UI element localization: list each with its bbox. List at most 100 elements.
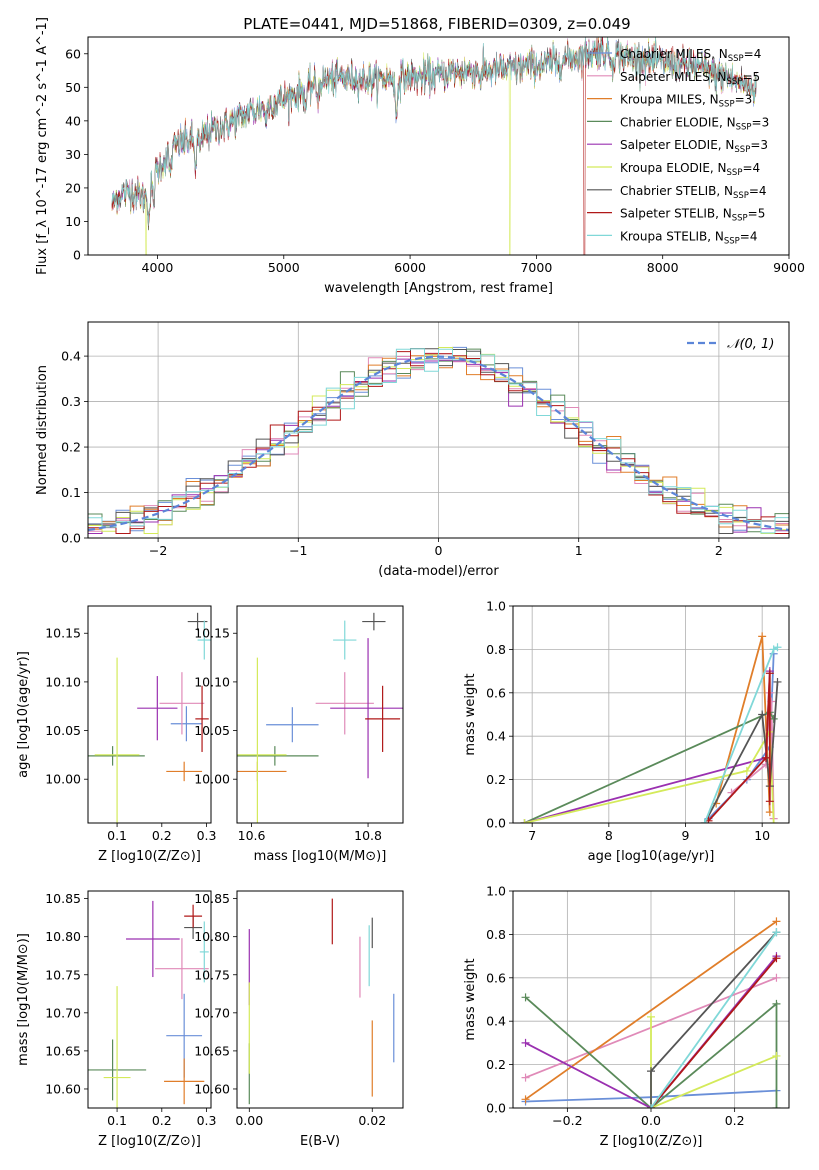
errorbar-kroupa-elodie bbox=[237, 657, 287, 823]
x-axis-label: wavelength [Angstrom, rest frame] bbox=[324, 281, 553, 296]
x-tick-label: 8000 bbox=[647, 260, 679, 275]
y-tick-label: 10.80 bbox=[194, 929, 230, 944]
series-marker bbox=[521, 993, 530, 1002]
y-tick-label: 30 bbox=[65, 147, 81, 162]
y-tick-label: 0.4 bbox=[486, 729, 506, 744]
spectrum-line-chabrier-miles bbox=[111, 37, 757, 231]
y-tick-label: 50 bbox=[65, 80, 81, 95]
y-tick-label: 10.15 bbox=[45, 626, 81, 641]
normal-reference-curve bbox=[88, 355, 789, 532]
errorbar-salpeter-elodie bbox=[330, 638, 403, 779]
series-marker bbox=[773, 643, 782, 652]
series-marker bbox=[769, 714, 778, 723]
legend-entry: Chabrier ELODIE, NSSP=3 bbox=[620, 115, 769, 132]
plot-area bbox=[111, 37, 757, 255]
axes: 0.00 0.02 10.60 10.65 10.70 10.75 10.80 10.85 E(… bbox=[194, 890, 404, 1149]
panel-age-vs-mass-weight: 7 8 9 10 0.0 0.2 0.4 0.6 0.8 1.0 age [log10(age/yr… bbox=[463, 599, 790, 864]
x-axis-label: age [log10(age/yr)] bbox=[588, 849, 715, 864]
y-tick-label: 10 bbox=[65, 214, 81, 229]
y-tick-label: 10.75 bbox=[45, 967, 81, 982]
series-marker bbox=[772, 1104, 781, 1108]
series-marker bbox=[758, 710, 767, 719]
series-kroupa-stelib bbox=[647, 928, 781, 1108]
y-axis-label: Flux [f_λ 10^-17 erg cm^-2 s^-1 A^-1] bbox=[35, 17, 50, 275]
legend-entry: Kroupa STELIB, NSSP=4 bbox=[620, 229, 758, 246]
series-marker bbox=[772, 917, 781, 926]
y-tick-label: 0.2 bbox=[61, 440, 81, 455]
series-marker bbox=[773, 677, 782, 686]
axes-frame bbox=[236, 605, 404, 824]
y-tick-label: 10.60 bbox=[194, 1081, 230, 1096]
plot-area bbox=[88, 346, 789, 534]
spectrum-line-salpeter-miles bbox=[111, 37, 757, 228]
series-marker bbox=[521, 1073, 530, 1082]
axes: −0.2 0.0 0.2 0.0 0.2 0.4 0.6 0.8 1.0 Z [log10(Z/Z… bbox=[463, 884, 790, 1149]
errorbar-kroupa-stelib bbox=[197, 620, 211, 660]
series-marker bbox=[521, 1038, 530, 1047]
y-tick-label: 10.10 bbox=[194, 674, 230, 689]
x-tick-label: 10.8 bbox=[354, 828, 382, 843]
series-line bbox=[524, 671, 771, 823]
series-line bbox=[707, 673, 771, 822]
y-tick-label: 0.3 bbox=[61, 394, 81, 409]
figure-title: PLATE=0441, MJD=51868, FIBERID=0309, z=0… bbox=[243, 15, 630, 33]
series-marker bbox=[647, 1067, 655, 1076]
x-tick-label: 1 bbox=[575, 543, 583, 558]
y-tick-label: 0.6 bbox=[486, 685, 506, 700]
errorbar-salpeter-miles bbox=[155, 938, 209, 1000]
x-tick-label: 0.2 bbox=[152, 1113, 172, 1128]
spectrum-line-kroupa-stelib bbox=[111, 37, 757, 226]
x-axis-label: (data-model)/error bbox=[378, 564, 499, 579]
errorbar-kroupa-miles bbox=[164, 1058, 205, 1105]
x-tick-label: 4000 bbox=[142, 260, 174, 275]
y-tick-label: 1.0 bbox=[486, 599, 506, 614]
series-marker bbox=[520, 819, 529, 823]
legend-entry: Salpeter MILES, NSSP=5 bbox=[620, 70, 760, 87]
series-line bbox=[525, 955, 778, 1108]
y-tick-label: 0.8 bbox=[486, 927, 506, 942]
x-axis-label: Z [log10(Z/Z⊙)] bbox=[98, 849, 201, 864]
y-tick-label: 0.0 bbox=[486, 816, 506, 831]
y-tick-label: 40 bbox=[65, 113, 81, 128]
panel-spectrum: 4000 5000 6000 7000 8000 9000 0 10 20 30 40 50 60 wav… bbox=[35, 17, 805, 296]
legend-entry: 𝒩(0, 1) bbox=[727, 337, 774, 352]
x-tick-label: 0.1 bbox=[107, 1113, 127, 1128]
plot-area bbox=[248, 898, 395, 1105]
errorbar-kroupa-stelib bbox=[199, 921, 209, 983]
y-tick-label: 0.2 bbox=[486, 772, 506, 787]
errorbar-salpeter-stelib bbox=[365, 685, 401, 752]
x-axis-label: Z [log10(Z/Z⊙)] bbox=[98, 1134, 201, 1149]
y-tick-label: 10.60 bbox=[45, 1081, 81, 1096]
axes: 10.6 10.8 10.00 10.05 10.10 10.15 mass [log10(… bbox=[194, 605, 404, 864]
series-line bbox=[650, 957, 778, 1108]
x-tick-label: 7000 bbox=[520, 260, 552, 275]
y-tick-label: 10.70 bbox=[45, 1005, 81, 1020]
y-tick-label: 10.05 bbox=[194, 723, 230, 738]
y-tick-label: 0 bbox=[73, 248, 81, 263]
series-marker bbox=[772, 999, 781, 1008]
x-axis-label: mass [log10(M/M⊙)] bbox=[254, 849, 387, 864]
x-tick-label: 9000 bbox=[773, 260, 805, 275]
y-tick-label: 1.0 bbox=[486, 884, 506, 899]
legend-entry: Chabrier STELIB, NSSP=4 bbox=[620, 184, 767, 201]
x-tick-label: 0.1 bbox=[107, 828, 127, 843]
series-line bbox=[650, 931, 778, 1108]
y-tick-label: 0.0 bbox=[486, 1101, 506, 1116]
series-marker bbox=[772, 928, 781, 937]
plot-area bbox=[237, 612, 403, 823]
x-tick-label: 0.00 bbox=[235, 1113, 263, 1128]
series-chabrier-elodie bbox=[520, 708, 778, 823]
panel-mass-vs-age: 10.6 10.8 10.00 10.05 10.10 10.15 mass [log10(… bbox=[194, 605, 404, 864]
series-marker bbox=[521, 1095, 530, 1104]
legend-entry: Salpeter STELIB, NSSP=5 bbox=[620, 207, 765, 224]
errorbar-kroupa-elodie bbox=[94, 657, 140, 823]
series-marker bbox=[769, 819, 778, 823]
x-axis-label: E(B-V) bbox=[300, 1134, 340, 1149]
y-axis-label: mass weight bbox=[463, 673, 478, 755]
series-line bbox=[524, 728, 775, 823]
errorbar-salpeter-miles bbox=[159, 672, 205, 735]
x-tick-label: 5000 bbox=[268, 260, 300, 275]
y-tick-label: 0.8 bbox=[486, 642, 506, 657]
series-marker bbox=[772, 954, 781, 963]
errorbar-kroupa-miles bbox=[166, 761, 203, 782]
